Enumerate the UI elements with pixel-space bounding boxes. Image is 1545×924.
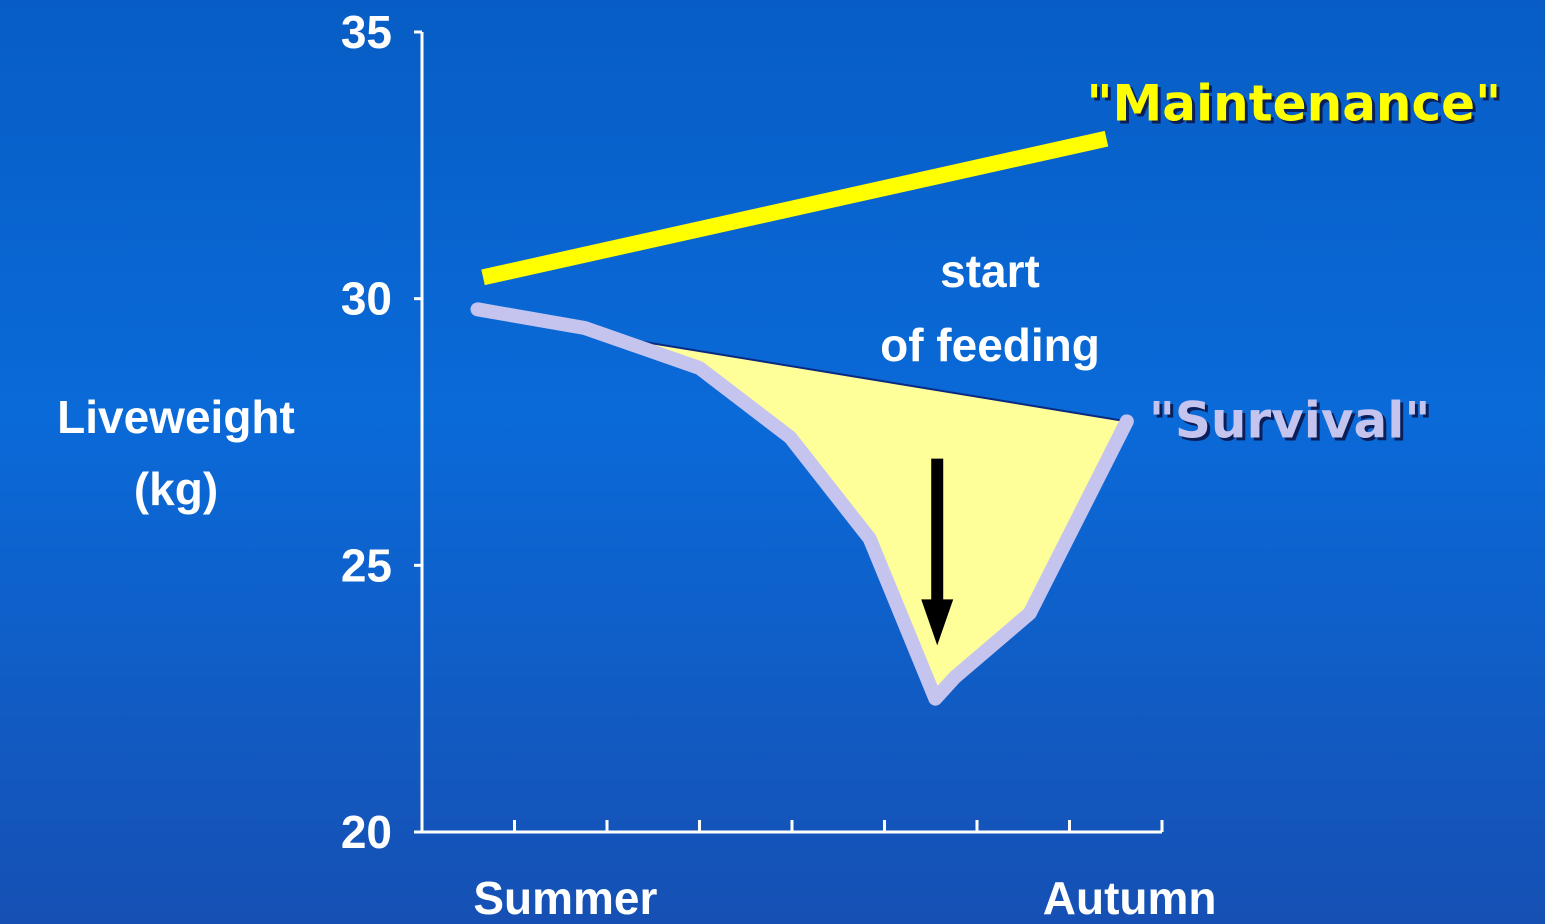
- y-axis-label: (kg): [134, 463, 218, 515]
- series-label-shadow: "Survival": [1152, 394, 1434, 452]
- annotation-text: of feeding: [880, 319, 1100, 371]
- series-label: "Survival": [1149, 391, 1431, 449]
- y-axis-label: Liveweight: [57, 391, 295, 443]
- series-label-shadow: "Maintenance": [1090, 78, 1505, 136]
- y-tick-label: 20: [341, 806, 392, 858]
- feeding-gap-edge: [640, 340, 1128, 423]
- arrow-head: [921, 599, 954, 646]
- series-line: [470, 302, 1134, 706]
- annotation-text: start: [940, 245, 1040, 297]
- y-tick-label: 30: [341, 273, 392, 325]
- y-tick-label: 35: [341, 6, 392, 58]
- feeding-gap-area: [640, 341, 1127, 699]
- x-label: Autumn: [1043, 872, 1217, 924]
- x-label: Summer: [473, 872, 657, 924]
- series-line: [481, 130, 1109, 286]
- y-tick-label: 25: [341, 539, 392, 591]
- series-label: "Maintenance": [1087, 75, 1502, 133]
